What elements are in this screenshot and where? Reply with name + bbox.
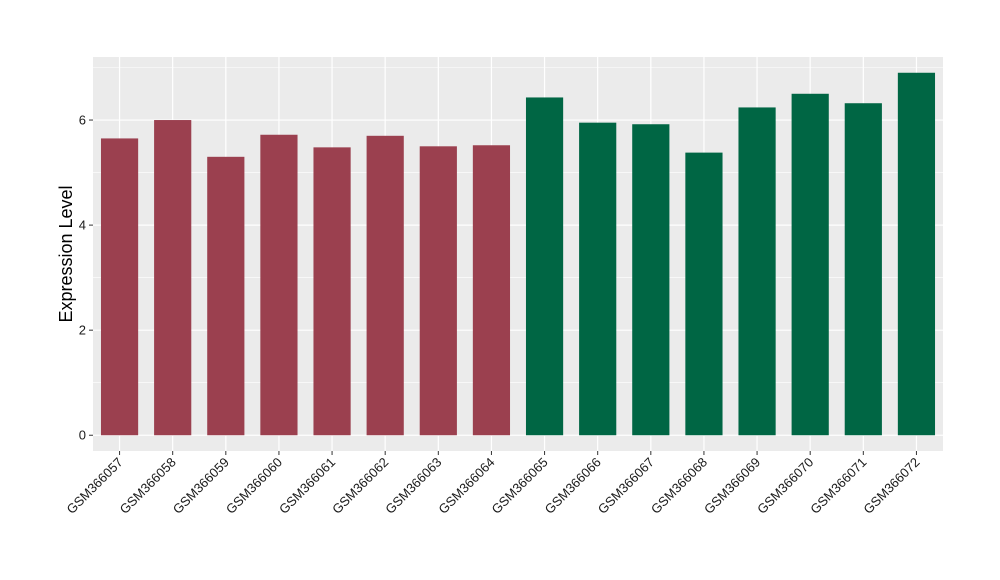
bar-GSM366060 xyxy=(260,134,298,436)
bar-GSM366059 xyxy=(207,156,245,436)
y-axis: 0 2 4 6 xyxy=(79,113,93,443)
bars xyxy=(100,72,936,436)
x-tick-label: GSM366071 xyxy=(807,455,869,517)
x-axis: GSM366057GSM366058GSM366059GSM366060GSM3… xyxy=(63,451,923,517)
bar-GSM366058 xyxy=(154,120,192,436)
bar-GSM366061 xyxy=(313,147,351,436)
y-tick-label: 6 xyxy=(79,113,86,128)
y-axis-title: Expression Level xyxy=(56,185,76,322)
y-tick-label: 0 xyxy=(79,428,86,443)
x-tick-label: GSM366069 xyxy=(701,455,763,517)
bar-GSM366066 xyxy=(579,122,617,436)
x-tick-label: GSM366064 xyxy=(435,455,497,517)
bar-GSM366057 xyxy=(100,138,139,436)
x-tick-label: GSM366060 xyxy=(223,455,285,517)
x-tick-label: GSM366068 xyxy=(648,455,710,517)
bar-GSM366064 xyxy=(472,145,511,436)
y-tick-label: 2 xyxy=(79,323,86,338)
x-tick-label: GSM366065 xyxy=(488,455,550,517)
bar-GSM366065 xyxy=(525,97,564,436)
x-tick-label: GSM366066 xyxy=(542,455,604,517)
x-tick-label: GSM366059 xyxy=(170,455,232,517)
x-tick-label: GSM366062 xyxy=(329,455,391,517)
x-tick-label: GSM366072 xyxy=(860,455,922,517)
x-tick-label: GSM366058 xyxy=(117,455,179,517)
bar-GSM366063 xyxy=(419,146,457,436)
bar-GSM366068 xyxy=(685,152,723,436)
bar-GSM366062 xyxy=(366,135,404,436)
bar-GSM366069 xyxy=(738,107,776,436)
bar-GSM366070 xyxy=(791,93,829,436)
x-tick-label: GSM366057 xyxy=(63,455,125,517)
x-tick-label: GSM366061 xyxy=(276,455,338,517)
bar-GSM366067 xyxy=(632,124,670,436)
x-tick-label: GSM366063 xyxy=(382,455,444,517)
y-tick-label: 4 xyxy=(79,218,86,233)
bar-GSM366071 xyxy=(844,103,882,436)
x-tick-label: GSM366070 xyxy=(754,455,816,517)
x-tick-label: GSM366067 xyxy=(595,455,657,517)
bar-GSM366072 xyxy=(897,72,936,436)
